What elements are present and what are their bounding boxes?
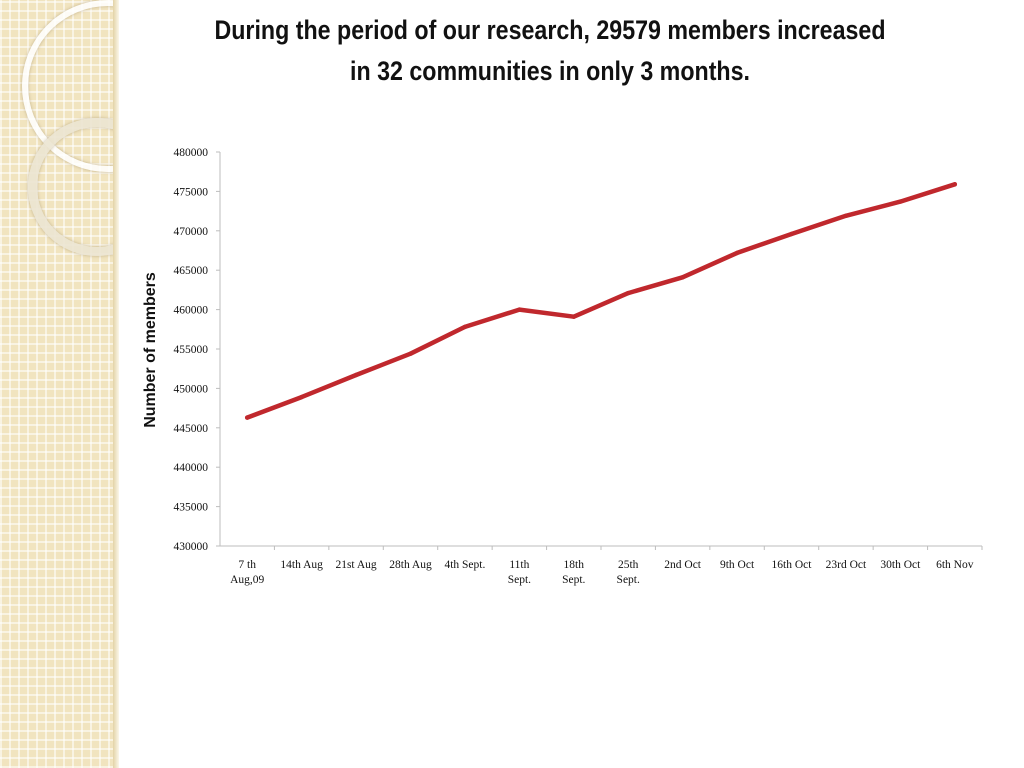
x-tick-label: 28th Aug [389,559,432,571]
x-tick-label: 7 th Aug,09 [230,559,264,586]
y-tick-label: 445000 [174,423,209,435]
data-point [734,250,740,256]
y-tick-label: 455000 [174,344,209,356]
y-tick-label: 470000 [174,226,209,238]
y-tick-label: 465000 [174,265,209,277]
x-tick-label: 2nd Oct [664,559,702,571]
x-tick-label: 16th Oct [772,559,813,571]
data-point [245,415,250,420]
x-tick-label: 14th Aug [280,559,323,571]
side-panel-edge [113,0,119,768]
data-point [898,199,903,204]
x-tick-label: 6th Nov [936,559,974,571]
data-point [680,275,685,280]
data-point [353,372,359,378]
data-point [517,307,522,312]
data-point [299,394,304,400]
x-tick-label: 23rd Oct [826,559,867,571]
data-point [843,213,849,218]
y-axis-label: Number of members [142,272,159,428]
slide-title-line-2: in 32 communities in only 3 months. [350,56,750,86]
data-point [408,351,413,356]
y-tick-label: 450000 [174,383,209,395]
y-tick-label: 480000 [174,147,209,159]
slide-title: During the period of our research, 29579… [189,10,911,92]
data-point [462,324,468,330]
x-tick-label: 25th Sept. [617,559,640,586]
data-point [952,182,957,187]
x-tick-label: 11th Sept. [508,559,531,586]
slide-title-line-1: During the period of our research, 29579… [214,15,886,45]
x-tick-label: 4th Sept. [444,559,485,571]
x-tick-label: 21st Aug [335,559,376,571]
y-tick-label: 440000 [174,462,209,474]
series-line [244,182,958,420]
data-point [789,231,794,237]
x-tick-label: 18th Sept. [562,559,585,586]
y-tick-label: 435000 [174,502,209,514]
x-tick-label: 30th Oct [880,559,921,571]
x-tick-label: 9th Oct [720,559,755,571]
y-tick-label: 460000 [174,305,209,317]
y-tick-label: 475000 [174,186,209,198]
data-point [626,290,631,296]
data-point [571,314,576,319]
y-tick-label: 430000 [174,541,209,553]
decorative-side-panel [0,0,113,768]
